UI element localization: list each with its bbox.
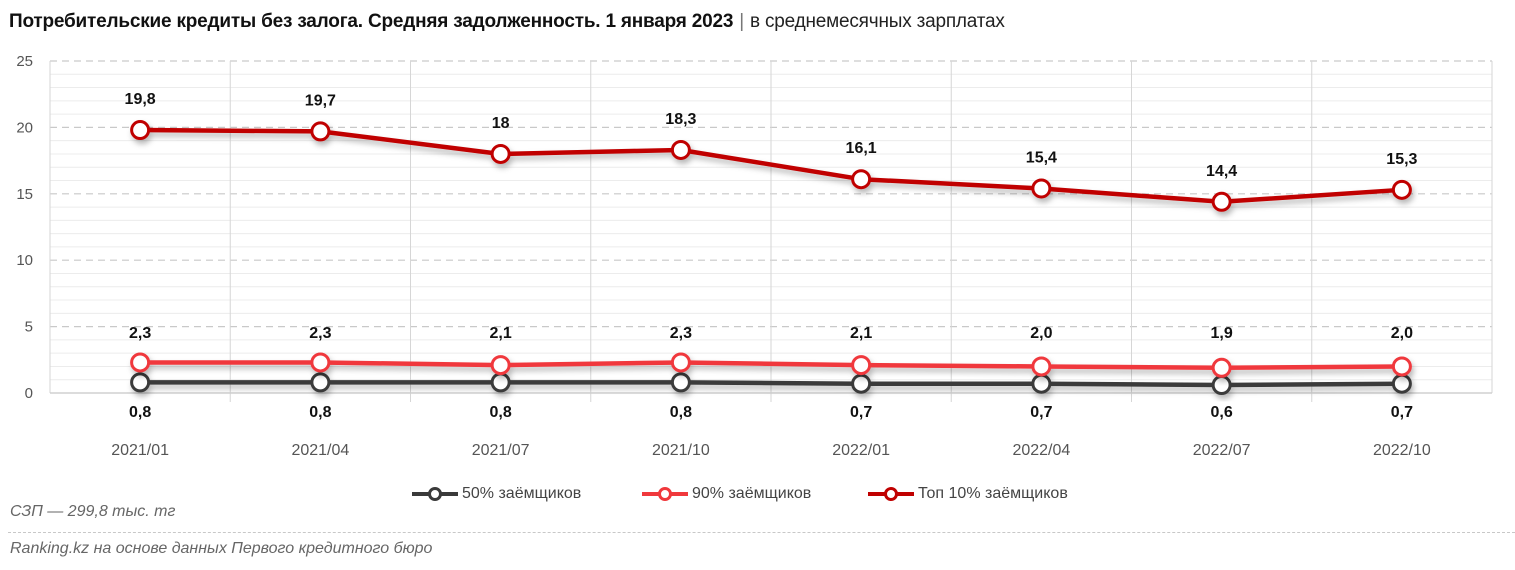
legend-label: 90% заёмщиков xyxy=(692,485,812,502)
data-point-marker xyxy=(1391,373,1412,394)
data-label: 18,3 xyxy=(665,111,696,128)
data-point-marker xyxy=(670,352,691,373)
chart-title: Потребительские кредиты без залога. Сред… xyxy=(9,11,1005,33)
data-label: 18 xyxy=(492,115,510,132)
y-tick-label: 25 xyxy=(16,53,33,70)
data-label: 2,1 xyxy=(490,325,512,342)
data-label: 2,1 xyxy=(850,325,872,342)
data-point-marker xyxy=(1211,191,1232,212)
chart-subtitle: в среднемесячных зарплатах xyxy=(750,11,1005,32)
series-line xyxy=(130,120,1412,212)
x-axis: 2021/01 2021/04 2021/07 2021/10 2022/01 2022/… xyxy=(111,442,1431,459)
y-tick-label: 10 xyxy=(16,252,33,269)
data-label: 0,6 xyxy=(1211,404,1233,421)
x-tick-label: 2022/01 xyxy=(832,442,890,459)
data-label: 0,7 xyxy=(1030,404,1052,421)
legend-label: 50% заёмщиков xyxy=(462,485,582,502)
x-tick-label: 2021/07 xyxy=(472,442,530,459)
x-tick-label: 2022/07 xyxy=(1193,442,1251,459)
data-series xyxy=(130,120,1412,396)
data-point-marker xyxy=(670,372,691,393)
data-point-marker xyxy=(851,373,872,394)
data-point-marker xyxy=(1391,179,1412,200)
y-tick-label: 0 xyxy=(25,385,33,402)
data-point-marker xyxy=(1031,178,1052,199)
footer-divider xyxy=(8,532,1515,533)
data-label: 19,7 xyxy=(305,92,336,109)
data-point-marker xyxy=(490,143,511,164)
data-label: 2,3 xyxy=(309,325,331,342)
legend-item-90: 90% заёмщиков xyxy=(640,484,811,504)
data-label: 0,8 xyxy=(309,404,331,421)
data-point-marker xyxy=(1031,356,1052,377)
data-point-marker xyxy=(1211,357,1232,378)
line-marker-icon xyxy=(642,487,688,501)
data-label: 19,8 xyxy=(125,91,156,108)
data-label: 0,7 xyxy=(850,404,872,421)
data-label: 14,4 xyxy=(1206,163,1237,180)
data-point-marker xyxy=(310,352,331,373)
data-label: 0,8 xyxy=(490,404,512,421)
data-label: 1,9 xyxy=(1211,325,1233,342)
y-axis: 0 5 10 15 20 25 xyxy=(16,53,33,402)
data-point-marker xyxy=(310,372,331,393)
data-point-marker xyxy=(1031,373,1052,394)
data-point-marker xyxy=(310,121,331,142)
chart-title-main: Потребительские кредиты без залога. Сред… xyxy=(9,11,734,32)
salary-note: СЗП — 299,8 тыс. тг xyxy=(10,503,176,520)
data-label: 15,3 xyxy=(1386,151,1417,168)
data-point-marker xyxy=(851,355,872,376)
legend-item-top10: Топ 10% заёмщиков xyxy=(866,484,1068,504)
series-line xyxy=(130,352,1412,378)
data-label: 0,7 xyxy=(1391,404,1413,421)
data-label: 2,3 xyxy=(129,325,151,342)
line-marker-icon xyxy=(868,487,914,501)
source-credit: Ranking.kz на основе данных Первого кред… xyxy=(10,540,433,557)
y-tick-label: 15 xyxy=(16,186,33,203)
data-point-marker xyxy=(1211,375,1232,396)
data-point-marker xyxy=(490,372,511,393)
data-point-marker xyxy=(490,355,511,376)
chart-legend: 50% заёмщиков 90% заёмщиков Топ 10% заём… xyxy=(0,484,1515,508)
x-tick-label: 2021/01 xyxy=(111,442,169,459)
x-tick-label: 2022/04 xyxy=(1012,442,1070,459)
line-marker-icon xyxy=(412,487,458,501)
x-tick-label: 2021/10 xyxy=(652,442,710,459)
data-label: 0,8 xyxy=(670,404,692,421)
data-label: 16,1 xyxy=(846,140,877,157)
data-point-marker xyxy=(130,352,151,373)
legend-item-50: 50% заёмщиков xyxy=(410,484,581,504)
data-label: 2,3 xyxy=(670,325,692,342)
data-point-marker xyxy=(130,120,151,141)
data-label: 0,8 xyxy=(129,404,151,421)
data-label: 2,0 xyxy=(1030,325,1052,342)
x-tick-label: 2022/10 xyxy=(1373,442,1431,459)
data-point-marker xyxy=(130,372,151,393)
y-tick-label: 20 xyxy=(16,119,33,136)
legend-label: Топ 10% заёмщиков xyxy=(918,485,1068,502)
data-label: 15,4 xyxy=(1026,149,1057,166)
data-point-marker xyxy=(670,139,691,160)
title-separator: | xyxy=(739,11,744,32)
y-tick-label: 5 xyxy=(25,319,33,336)
data-labels: 0,8 0,8 0,8 0,8 0,7 0,7 0,6 0,7 2,3 2,3 2,1 2,3 2,1 2… xyxy=(125,91,1418,421)
x-tick-label: 2021/04 xyxy=(291,442,349,459)
data-point-marker xyxy=(1391,356,1412,377)
data-label: 2,0 xyxy=(1391,325,1413,342)
gridlines xyxy=(49,60,1493,402)
data-point-marker xyxy=(851,169,872,190)
